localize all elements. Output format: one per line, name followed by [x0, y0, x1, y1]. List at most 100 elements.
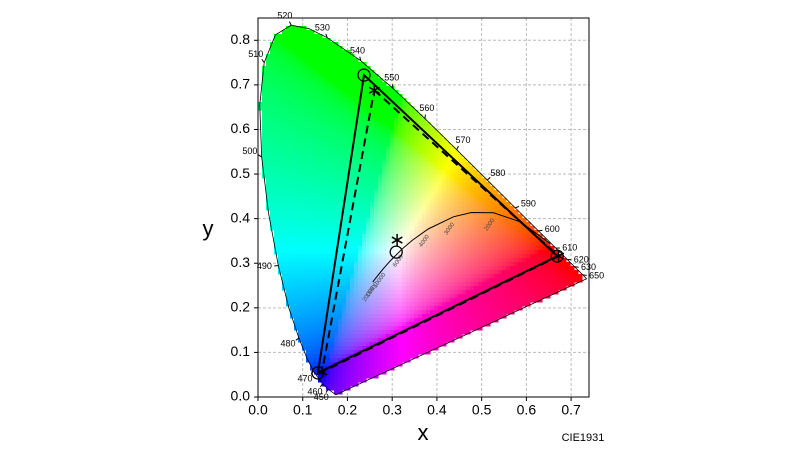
- color-cell: [314, 262, 319, 267]
- color-cell: [486, 278, 491, 283]
- color-cell: [366, 370, 371, 375]
- color-cell: [298, 82, 303, 87]
- color-cell: [402, 210, 407, 215]
- color-cell: [474, 310, 479, 315]
- color-cell: [262, 166, 267, 171]
- color-cell: [526, 294, 531, 299]
- color-cell: [502, 202, 507, 207]
- color-cell: [342, 374, 347, 379]
- color-cell: [350, 374, 355, 379]
- color-cell: [370, 206, 375, 211]
- color-cell: [274, 162, 279, 167]
- color-cell: [370, 146, 375, 151]
- color-cell: [306, 334, 311, 339]
- color-cell: [346, 210, 351, 215]
- color-cell: [322, 246, 327, 251]
- color-cell: [338, 74, 343, 79]
- color-cell: [306, 322, 311, 327]
- color-cell: [330, 142, 335, 147]
- color-cell: [370, 246, 375, 251]
- color-cell: [282, 78, 287, 83]
- color-cell: [414, 290, 419, 295]
- color-cell: [422, 178, 427, 183]
- color-cell: [282, 110, 287, 115]
- color-cell: [446, 154, 451, 159]
- color-cell: [286, 30, 291, 35]
- color-cell: [278, 122, 283, 127]
- color-cell: [498, 262, 503, 267]
- color-cell: [502, 310, 507, 315]
- color-cell: [502, 210, 507, 215]
- color-cell: [298, 30, 303, 35]
- color-cell: [318, 258, 323, 263]
- color-cell: [286, 234, 291, 239]
- color-cell: [538, 270, 543, 275]
- color-cell: [346, 314, 351, 319]
- color-cell: [374, 142, 379, 147]
- color-cell: [498, 270, 503, 275]
- color-cell: [334, 366, 339, 371]
- color-cell: [342, 378, 347, 383]
- color-cell: [478, 250, 483, 255]
- color-cell: [522, 250, 527, 255]
- color-cell: [334, 338, 339, 343]
- color-cell: [362, 182, 367, 187]
- color-cell: [382, 194, 387, 199]
- color-cell: [270, 166, 275, 171]
- color-cell: [326, 378, 331, 383]
- color-cell: [466, 202, 471, 207]
- color-cell: [306, 186, 311, 191]
- color-cell: [334, 166, 339, 171]
- color-cell: [334, 134, 339, 139]
- color-cell: [286, 86, 291, 91]
- color-cell: [382, 334, 387, 339]
- color-cell: [266, 174, 271, 179]
- color-cell: [374, 150, 379, 155]
- color-cell: [502, 282, 507, 287]
- color-cell: [522, 290, 527, 295]
- color-cell: [442, 266, 447, 271]
- color-cell: [446, 178, 451, 183]
- color-cell: [514, 254, 519, 259]
- color-cell: [550, 286, 555, 291]
- color-cell: [462, 298, 467, 303]
- color-cell: [350, 310, 355, 315]
- color-cell: [446, 302, 451, 307]
- color-cell: [450, 262, 455, 267]
- color-cell: [298, 38, 303, 43]
- color-cell: [310, 266, 315, 271]
- color-cell: [514, 226, 519, 231]
- color-cell: [326, 78, 331, 83]
- color-cell: [322, 234, 327, 239]
- color-cell: [314, 318, 319, 323]
- color-cell: [482, 238, 487, 243]
- color-cell: [314, 234, 319, 239]
- color-cell: [454, 286, 459, 291]
- color-cell: [454, 242, 459, 247]
- color-cell: [562, 266, 567, 271]
- color-cell: [306, 30, 311, 35]
- color-cell: [462, 286, 467, 291]
- color-cell: [302, 262, 307, 267]
- color-cell: [306, 142, 311, 147]
- color-cell: [386, 282, 391, 287]
- color-cell: [494, 266, 499, 271]
- color-cell: [374, 198, 379, 203]
- color-cell: [506, 242, 511, 247]
- color-cell: [362, 322, 367, 327]
- color-cell: [262, 66, 267, 71]
- color-cell: [414, 238, 419, 243]
- color-cell: [482, 214, 487, 219]
- color-cell: [326, 374, 331, 379]
- color-cell: [402, 150, 407, 155]
- color-cell: [446, 146, 451, 151]
- color-cell: [414, 214, 419, 219]
- color-cell: [330, 166, 335, 171]
- color-cell: [322, 238, 327, 243]
- color-cell: [410, 274, 415, 279]
- color-cell: [526, 238, 531, 243]
- color-cell: [434, 286, 439, 291]
- color-cell: [306, 230, 311, 235]
- color-cell: [354, 138, 359, 143]
- color-cell: [326, 38, 331, 43]
